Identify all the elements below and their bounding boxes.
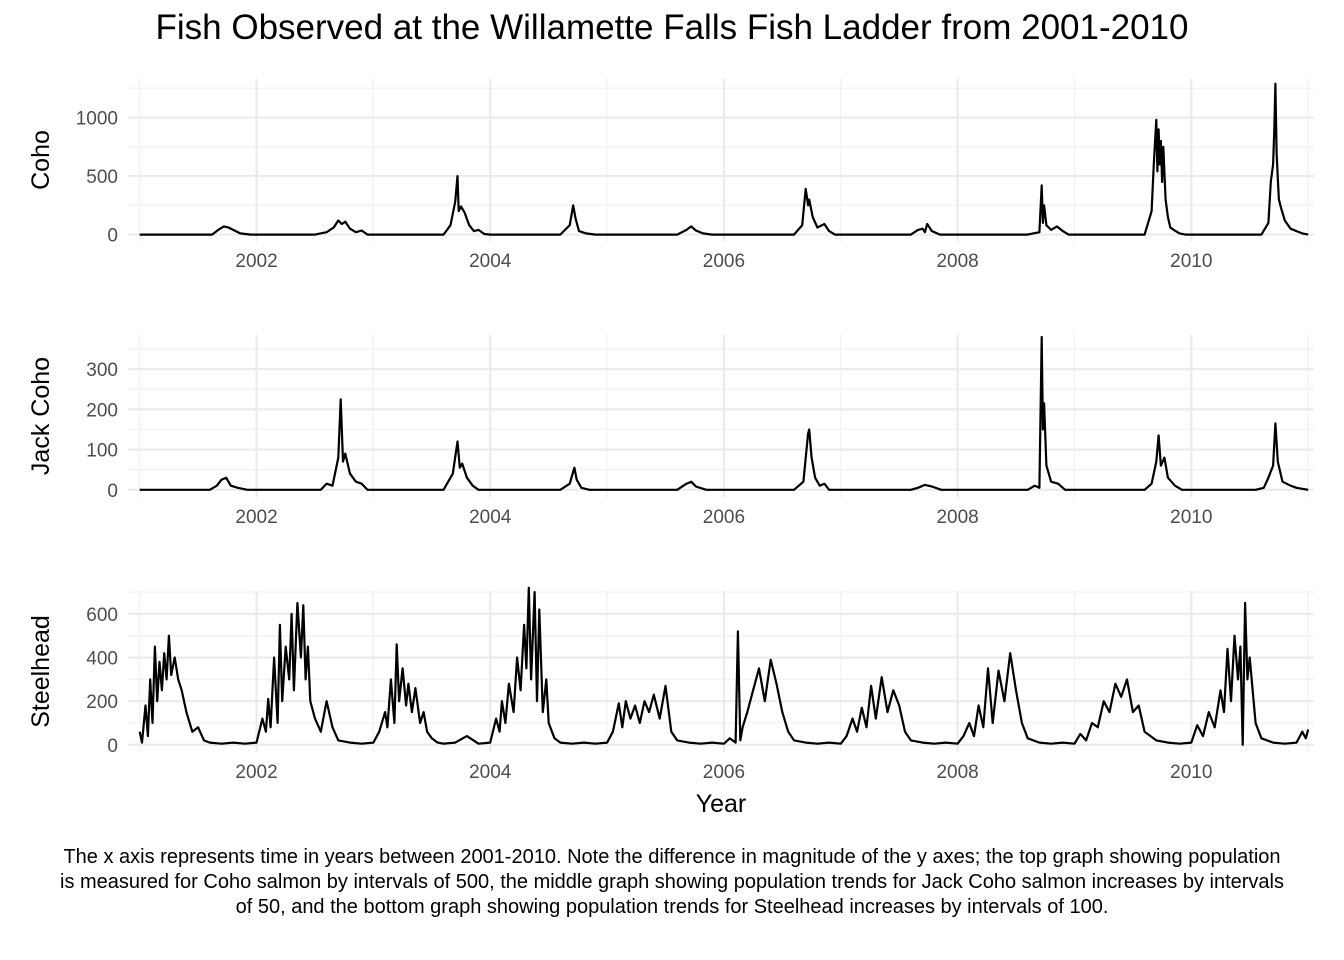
y-tick-label: 1000: [76, 109, 118, 130]
y-tick-label: 600: [86, 605, 118, 626]
figure-caption: The x axis represents time in years betw…: [60, 846, 1284, 918]
y-tick-label: 200: [86, 400, 118, 421]
x-axis-label: Year: [696, 790, 747, 818]
x-tick-label: 2008: [936, 251, 978, 272]
series-line: [139, 335, 1309, 491]
y-tick-label: 0: [107, 481, 118, 502]
y-axis-label: Steelhead: [27, 615, 55, 728]
x-tick-label: 2002: [235, 507, 277, 528]
chart-title: Fish Observed at the Willamette Falls Fi…: [155, 8, 1189, 47]
x-tick-label: 2004: [469, 251, 512, 272]
y-tick-label: 100: [86, 441, 118, 462]
x-tick-label: 2010: [1170, 251, 1212, 272]
x-tick-label: 2002: [235, 762, 277, 783]
y-tick-label: 200: [86, 692, 118, 713]
y-tick-label: 0: [107, 226, 118, 247]
x-tick-label: 2006: [703, 507, 745, 528]
y-tick-label: 400: [86, 649, 118, 670]
panel-steelhead: 2002 2004 2006 2008 2010 0 200 400 600 Steelhead Y…: [27, 586, 1314, 818]
y-axis-label: Jack Coho: [27, 357, 55, 475]
x-tick-label: 2008: [936, 762, 978, 783]
x-tick-label: 2004: [469, 762, 512, 783]
y-tick-label: 500: [86, 167, 118, 188]
x-tick-label: 2006: [703, 251, 745, 272]
y-axis-label: Coho: [27, 130, 55, 190]
x-tick-label: 2006: [703, 762, 745, 783]
panel-coho: 2002 2004 2006 2008 2010 0 500 1000 Coho: [27, 79, 1314, 272]
panel-jack-coho: 2002 2004 2006 2008 2010 0 100 200 300 Jack Coho: [27, 335, 1314, 528]
series-line: [138, 586, 1310, 746]
y-tick-label: 300: [86, 360, 118, 381]
series-line: [139, 82, 1309, 236]
x-tick-label: 2008: [936, 507, 978, 528]
y-tick-label: 0: [107, 736, 118, 757]
x-tick-label: 2002: [235, 251, 277, 272]
x-tick-label: 2004: [469, 507, 512, 528]
x-tick-label: 2010: [1170, 762, 1212, 783]
x-tick-label: 2010: [1170, 507, 1212, 528]
